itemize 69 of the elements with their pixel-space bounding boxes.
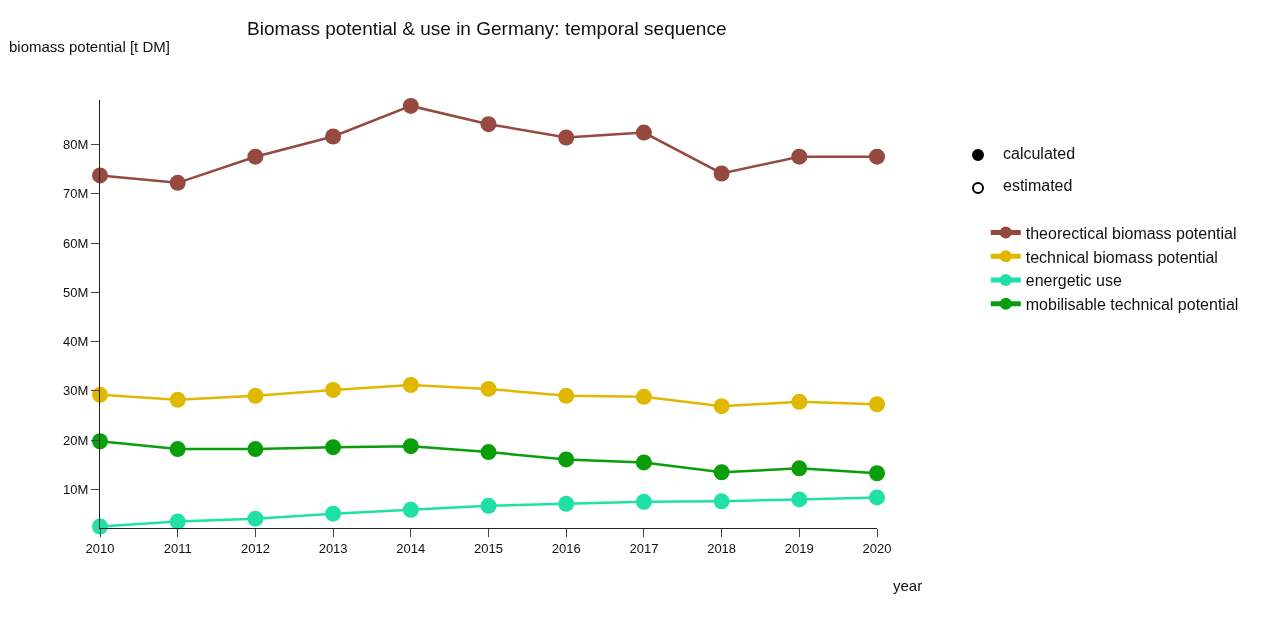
legend-label: theorectical biomass potential [1025, 224, 1237, 242]
point [402, 438, 419, 455]
point [480, 116, 497, 133]
point [169, 513, 186, 530]
y-axis-title: biomass potential [t DM] [9, 38, 170, 55]
legend-label: mobilisable technical potential [1025, 296, 1239, 314]
point [402, 377, 419, 393]
point [791, 460, 808, 477]
point [169, 441, 186, 458]
x-axis-title: year [893, 577, 923, 594]
x-tick-label: 2013 [318, 540, 348, 556]
y-tick-label: 50M [63, 284, 89, 300]
legend-label: technical biomass potential [1025, 248, 1218, 266]
point [402, 97, 419, 114]
x-tick-label: 2020 [862, 540, 892, 556]
point [791, 393, 808, 410]
x-tick-label: 2019 [784, 540, 814, 556]
point [869, 396, 885, 413]
point [635, 454, 652, 471]
point [713, 464, 730, 481]
point [247, 510, 264, 527]
point [558, 451, 575, 468]
point [325, 505, 342, 522]
y-tick-label: 70M [63, 186, 89, 202]
point [402, 501, 419, 518]
point [169, 391, 186, 408]
point [169, 174, 186, 191]
x-tick-label: 2014 [396, 540, 426, 556]
point [247, 387, 264, 404]
point [247, 441, 264, 458]
y-tick-label: 30M [63, 383, 89, 399]
point [480, 380, 497, 397]
y-tick-label: 20M [63, 432, 89, 448]
text: calculated [1003, 145, 1076, 162]
point [713, 398, 730, 415]
x-tick-label: 2017 [629, 540, 659, 556]
y-tick-label: 80M [63, 136, 89, 152]
point [480, 444, 497, 461]
point [713, 165, 730, 182]
point [325, 381, 342, 398]
text: estimated [1003, 177, 1073, 194]
y-tick-label: 10M [63, 482, 89, 498]
point [325, 128, 342, 145]
chart-title: Biomass potential & use in Germany: temporal sequence [247, 17, 727, 39]
point [635, 124, 652, 141]
x-tick-label: 2011 [163, 540, 192, 556]
point [480, 497, 497, 514]
point [247, 148, 264, 165]
point [791, 491, 808, 508]
point [713, 493, 730, 510]
point [869, 465, 885, 482]
point [635, 493, 652, 510]
legend-label: energetic use [1025, 272, 1122, 290]
x-tick-label: 2012 [240, 540, 270, 556]
point [869, 148, 885, 165]
y-tick-label: 60M [63, 235, 89, 251]
point [635, 388, 652, 405]
point [791, 148, 808, 165]
point [558, 129, 575, 146]
x-tick-label: 2015 [474, 540, 503, 556]
y-tick-label: 40M [63, 334, 89, 350]
x-tick-label: 2010 [85, 540, 115, 556]
point [558, 495, 575, 512]
point [325, 439, 342, 456]
point [558, 387, 575, 404]
x-tick-label: 2018 [707, 540, 737, 556]
point [92, 167, 108, 184]
x-tick-label: 2016 [551, 540, 581, 556]
point [869, 489, 885, 506]
